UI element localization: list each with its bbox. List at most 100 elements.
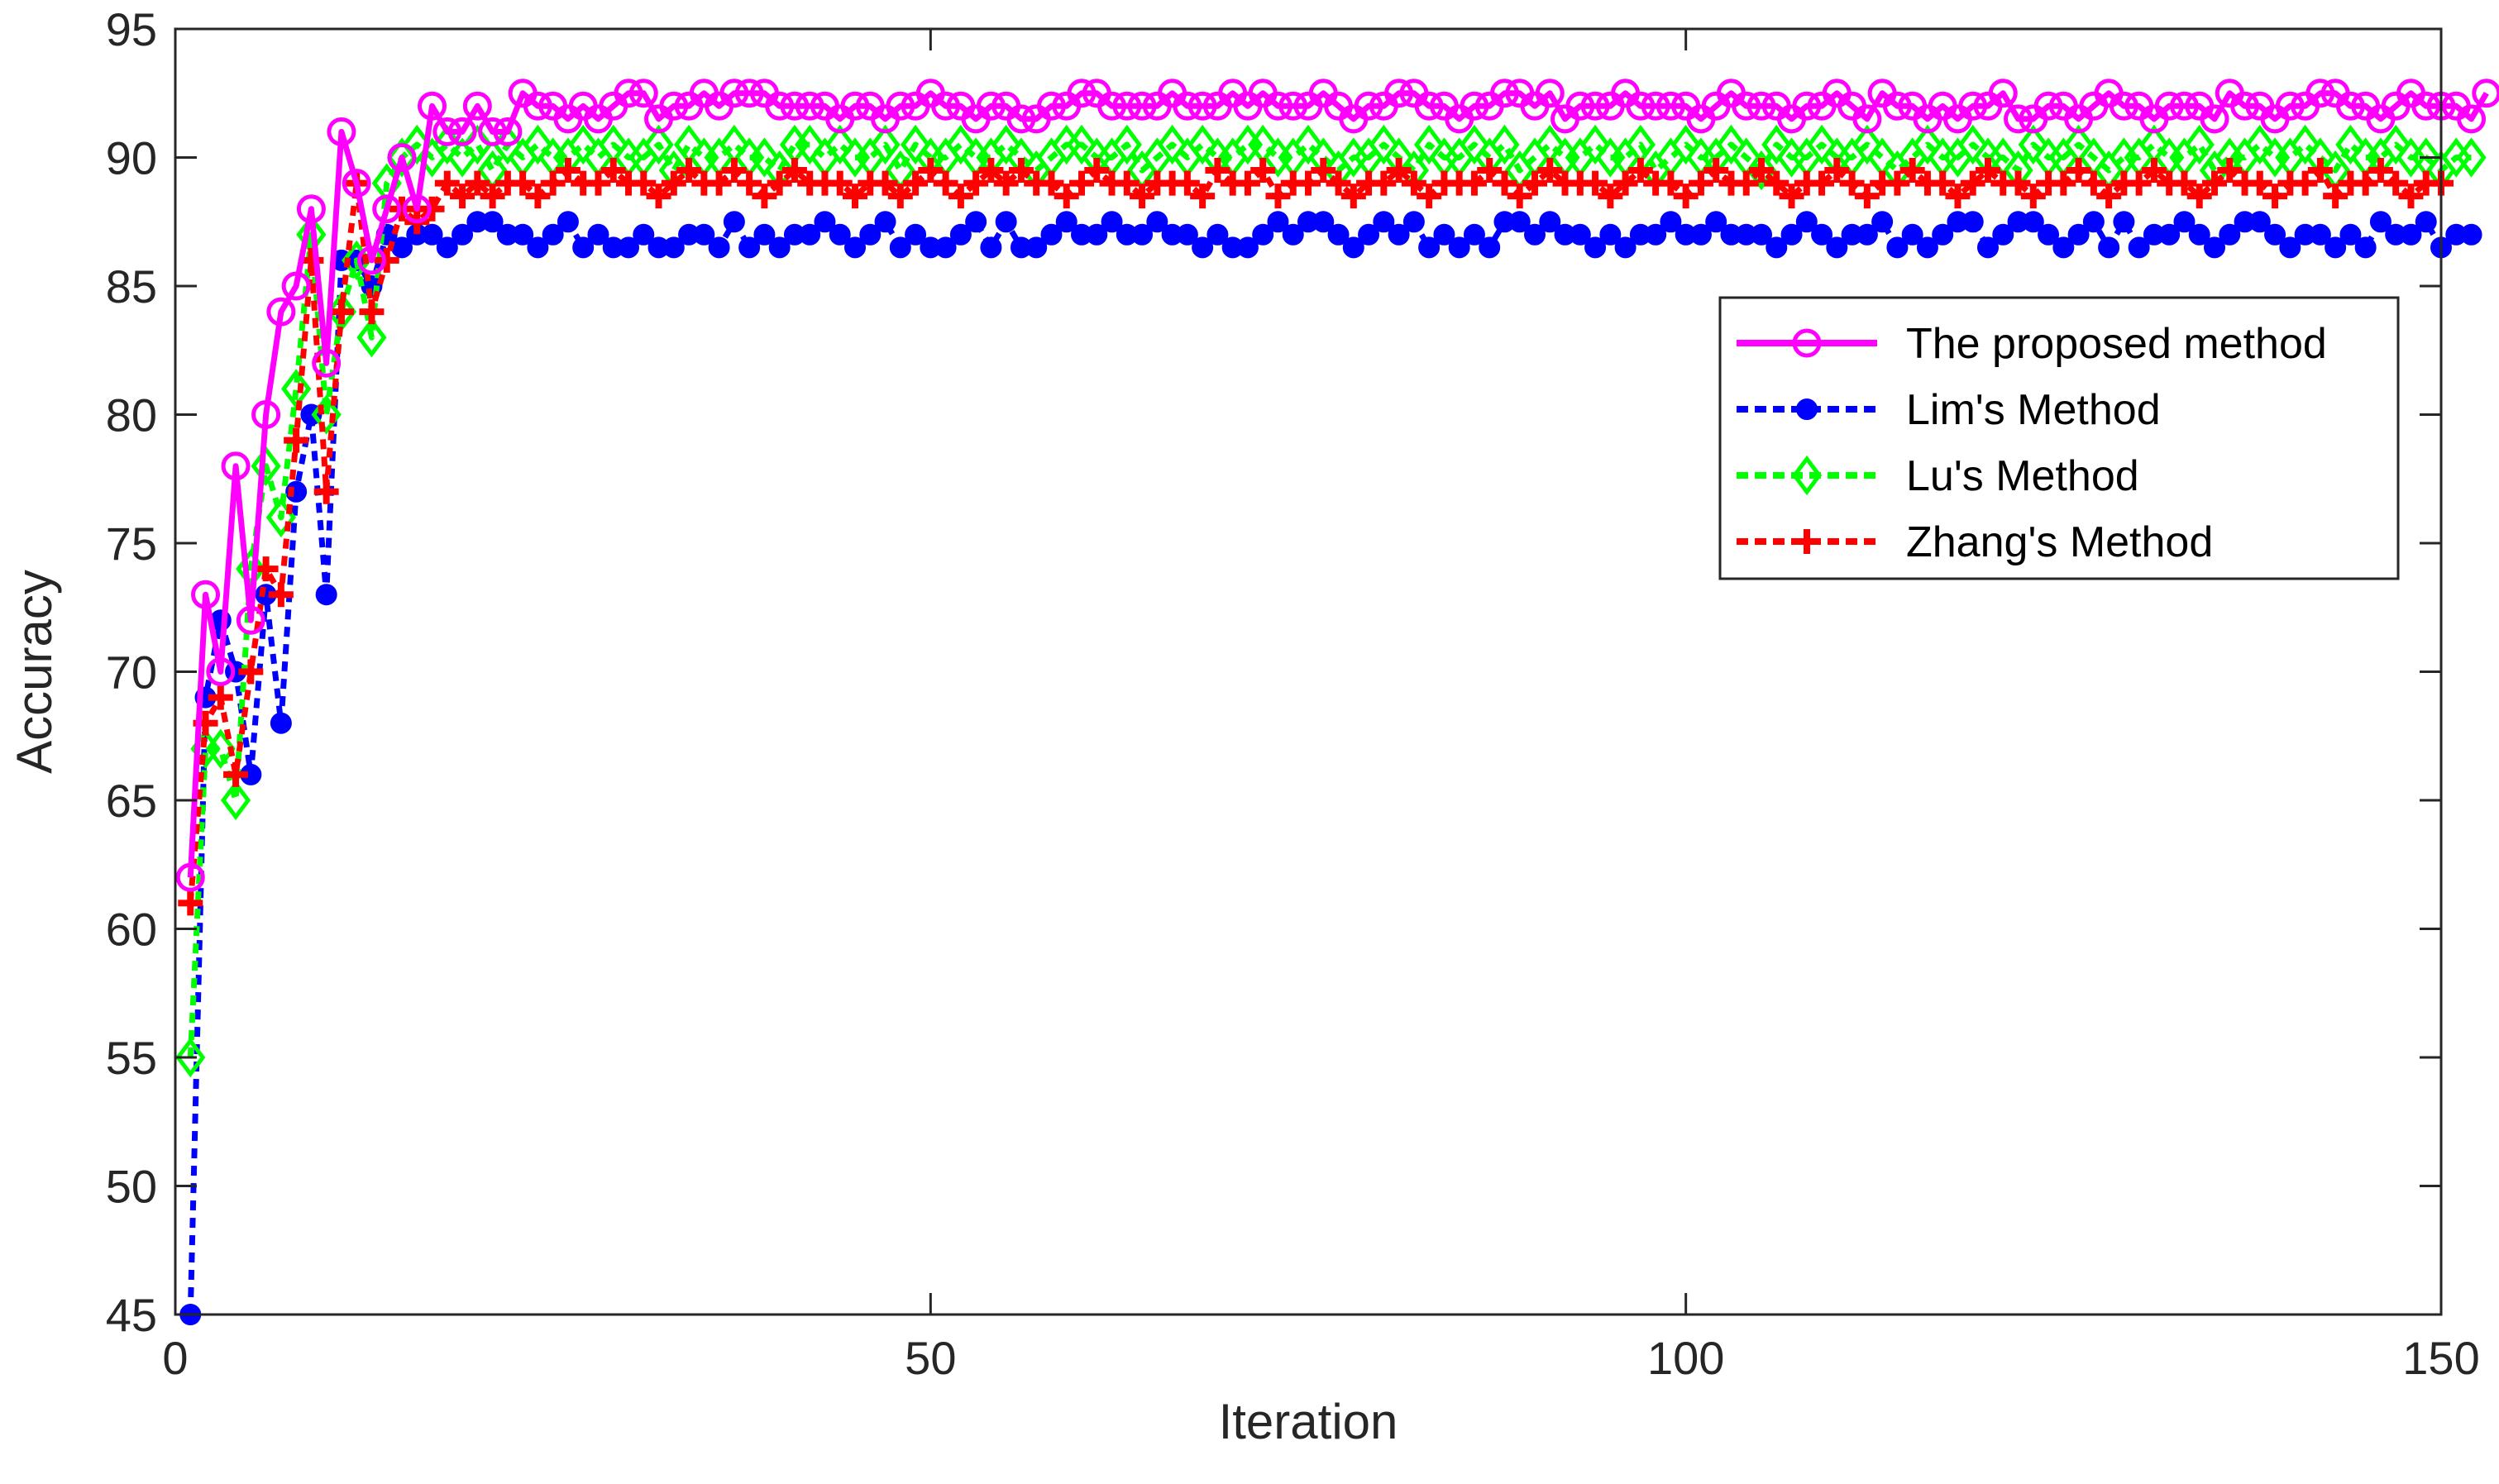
data-point-the-proposed-method	[2230, 91, 2260, 121]
x-tick-label: 0	[162, 1332, 188, 1384]
data-point-the-proposed-method	[251, 400, 281, 429]
data-point-lu-s-method	[220, 780, 251, 821]
data-point-zhang-s-method	[1598, 184, 1623, 209]
data-point-zhang-s-method	[2141, 158, 2167, 184]
data-point-lim-s-method	[1826, 236, 1848, 259]
data-point-lim-s-method	[2325, 236, 2347, 259]
data-point-zhang-s-method	[1899, 158, 1925, 184]
x-tick-label: 100	[1647, 1332, 1724, 1384]
data-point-lim-s-method	[2400, 223, 2422, 246]
y-tick-label: 65	[106, 775, 157, 827]
data-point-lim-s-method	[693, 223, 715, 246]
data-point-zhang-s-method	[918, 158, 944, 184]
data-point-lim-s-method	[859, 223, 882, 246]
legend-marker	[1792, 328, 1822, 358]
data-point-the-proposed-method	[976, 91, 1006, 121]
data-point-the-proposed-method	[2335, 91, 2365, 121]
data-point-lu-s-method	[1852, 124, 1882, 165]
data-point-zhang-s-method	[1235, 170, 1260, 196]
data-point-lim-s-method	[753, 223, 776, 246]
data-point-lu-s-method	[2018, 124, 2048, 165]
data-point-lim-s-method	[1282, 223, 1304, 246]
data-point-lim-s-method	[1780, 223, 1803, 246]
data-point-lu-s-method	[462, 124, 493, 165]
data-point-the-proposed-method	[175, 862, 205, 892]
data-point-lu-s-method	[1746, 150, 1777, 191]
data-point-zhang-s-method	[903, 170, 929, 196]
data-point-lim-s-method	[708, 236, 730, 259]
data-point-zhang-s-method	[2186, 184, 2212, 209]
legend-marker	[1791, 455, 1823, 496]
data-point-lu-s-method	[281, 369, 312, 409]
data-point-zhang-s-method	[374, 247, 399, 273]
data-point-the-proposed-method	[1626, 91, 1656, 121]
data-point-zhang-s-method	[1824, 158, 1850, 184]
data-point-lim-s-method	[2309, 223, 2331, 246]
data-point-lu-s-method	[1157, 124, 1187, 165]
y-tick-label: 85	[106, 260, 157, 313]
data-point-the-proposed-method	[1036, 91, 1066, 121]
data-point-zhang-s-method	[434, 170, 460, 196]
data-point-lim-s-method	[1433, 223, 1455, 246]
data-point-the-proposed-method	[886, 91, 915, 121]
data-point-the-proposed-method	[1097, 91, 1127, 121]
data-point-lim-s-method	[1766, 236, 1788, 259]
data-point-lim-s-method	[1025, 236, 1048, 259]
data-point-the-proposed-method	[2305, 79, 2335, 108]
data-point-zhang-s-method	[389, 196, 414, 222]
data-point-zhang-s-method	[1960, 170, 1985, 196]
data-point-zhang-s-method	[1854, 184, 1880, 209]
data-point-zhang-s-method	[2051, 170, 2076, 196]
data-point-lu-s-method	[870, 124, 901, 165]
data-point-lim-s-method	[1961, 211, 1984, 233]
legend-marker	[1796, 398, 1818, 420]
data-point-zhang-s-method	[2292, 170, 2318, 196]
data-point-zhang-s-method	[450, 184, 475, 209]
data-point-lim-s-method	[874, 211, 896, 233]
data-point-zhang-s-method	[1008, 158, 1034, 184]
data-point-zhang-s-method	[2081, 170, 2106, 196]
data-point-zhang-s-method	[2398, 184, 2424, 209]
data-point-the-proposed-method	[1792, 91, 1822, 121]
data-point-zhang-s-method	[555, 158, 581, 184]
data-point-zhang-s-method	[2262, 184, 2288, 209]
data-point-lu-s-method	[2456, 137, 2487, 178]
data-point-the-proposed-method	[1988, 79, 2018, 108]
data-point-zhang-s-method	[1039, 170, 1064, 196]
data-point-the-proposed-method	[1882, 91, 1912, 121]
data-point-lim-s-method	[662, 236, 685, 259]
data-point-lim-s-method	[587, 223, 609, 246]
data-point-zhang-s-method	[2353, 170, 2378, 196]
data-point-lim-s-method	[1886, 236, 1909, 259]
data-point-zhang-s-method	[933, 170, 958, 196]
data-point-the-proposed-method	[296, 194, 326, 224]
data-point-zhang-s-method	[1326, 170, 1351, 196]
data-point-the-proposed-method	[281, 271, 311, 301]
data-point-lim-s-method	[1645, 223, 1667, 246]
data-point-lim-s-method	[2173, 211, 2196, 233]
x-tick-label: 150	[2402, 1332, 2479, 1384]
y-tick-label: 45	[106, 1289, 157, 1341]
data-point-lim-s-method	[2204, 236, 2225, 259]
data-point-lim-s-method	[1932, 223, 1954, 246]
x-tick-label: 50	[905, 1332, 956, 1384]
data-point-the-proposed-method	[734, 79, 764, 108]
data-point-zhang-s-method	[1477, 158, 1503, 184]
data-point-lim-s-method	[1342, 236, 1364, 259]
data-point-lim-s-method	[1252, 223, 1274, 246]
data-point-lim-s-method	[1402, 211, 1425, 233]
data-point-lu-s-method	[1670, 124, 1701, 165]
data-point-zhang-s-method	[721, 158, 747, 184]
data-point-zhang-s-method	[1311, 158, 1336, 184]
data-point-the-proposed-method	[236, 605, 265, 635]
data-point-lim-s-method	[1040, 223, 1063, 246]
data-point-zhang-s-method	[1885, 170, 1910, 196]
data-point-lim-s-method	[270, 712, 292, 734]
data-point-the-proposed-method	[614, 79, 643, 108]
data-point-lim-s-method	[1614, 236, 1637, 259]
data-point-zhang-s-method	[2368, 158, 2393, 184]
data-point-zhang-s-method	[1583, 170, 1608, 196]
data-point-lim-s-method	[980, 236, 1002, 259]
data-point-the-proposed-method	[1067, 79, 1097, 108]
